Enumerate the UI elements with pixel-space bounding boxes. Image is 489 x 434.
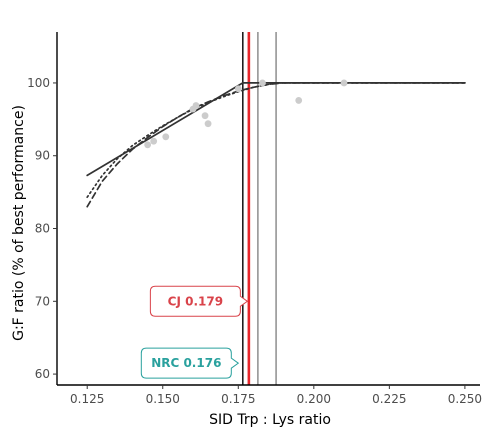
- callout-box: [149, 285, 249, 317]
- x-tick-label: 0.200: [297, 392, 331, 406]
- x-tick-label: 0.250: [448, 392, 482, 406]
- data-point-7: [204, 120, 212, 128]
- data-point-10: [295, 97, 303, 104]
- callout-1: CJ 0.179: [149, 285, 249, 317]
- data-point-5: [192, 102, 200, 109]
- y-tick-label: 90: [35, 149, 50, 163]
- y-tick-label: 60: [35, 367, 50, 381]
- x-axis-title: SID Trp : Lys ratio: [209, 412, 331, 428]
- callout-label: CJ 0.179: [168, 294, 223, 308]
- data-point-8: [234, 85, 242, 93]
- x-tick-label: 0.225: [372, 392, 406, 406]
- y-tick-label: 100: [27, 76, 50, 90]
- callout-2: NRC 0.176: [140, 347, 240, 379]
- y-axis-title: G:F ratio (% of best performance): [11, 105, 27, 341]
- y-tick-label: 70: [35, 294, 50, 308]
- x-tick-label: 0.150: [146, 392, 180, 406]
- x-tick-label: 0.125: [70, 392, 104, 406]
- data-point-3: [162, 133, 170, 141]
- data-point-9: [259, 79, 266, 87]
- data-point-11: [340, 79, 348, 87]
- callout-label: NRC 0.176: [151, 356, 221, 370]
- data-point-2: [150, 137, 158, 145]
- x-tick-label: 0.175: [221, 392, 255, 406]
- y-tick-label: 80: [35, 222, 50, 236]
- data-point-6: [201, 112, 209, 120]
- data-point-1: [144, 141, 152, 149]
- callout-box: [140, 347, 240, 379]
